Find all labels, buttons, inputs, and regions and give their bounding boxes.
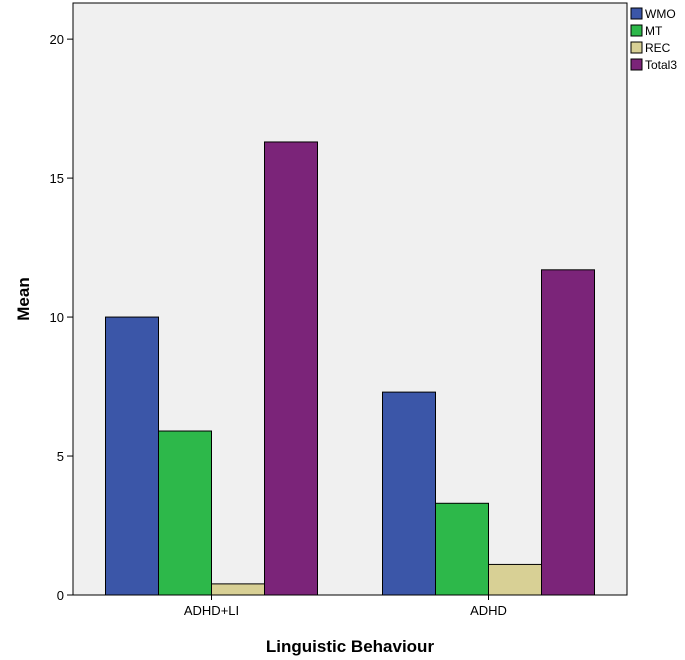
bar-wmo-adhd bbox=[382, 391, 436, 596]
x-tick-label: ADHD+LI bbox=[184, 603, 239, 618]
bar-mt-adhd bbox=[435, 502, 489, 596]
legend-label-total3: Total3 bbox=[645, 58, 677, 72]
x-axis: ADHD+LI ADHD bbox=[184, 595, 507, 618]
legend-swatch-wmo bbox=[630, 7, 643, 20]
legend-label-wmo: WMO bbox=[645, 7, 676, 21]
legend-swatch-rec bbox=[630, 41, 643, 54]
y-tick-label: 5 bbox=[57, 449, 64, 464]
y-tick-label: 15 bbox=[50, 171, 64, 186]
y-axis: 0 5 10 15 20 bbox=[50, 32, 73, 603]
x-tick-label: ADHD bbox=[470, 603, 507, 618]
bar-rec-adhd-li bbox=[211, 583, 265, 596]
legend: WMO MT REC Total3 bbox=[630, 7, 677, 72]
bars-group bbox=[105, 141, 595, 596]
legend-label-mt: MT bbox=[645, 24, 663, 38]
y-tick-label: 0 bbox=[57, 588, 64, 603]
y-axis-title: Mean bbox=[14, 277, 33, 320]
x-axis-title: Linguistic Behaviour bbox=[266, 637, 435, 656]
bar-mt-adhd-li bbox=[158, 430, 212, 596]
bar-total3-adhd-li bbox=[264, 141, 318, 596]
bar-rec-adhd bbox=[488, 563, 542, 596]
y-tick-label: 20 bbox=[50, 32, 64, 47]
legend-swatch-total3 bbox=[630, 58, 643, 71]
legend-label-rec: REC bbox=[645, 41, 671, 55]
bar-total3-adhd bbox=[541, 269, 595, 596]
y-tick-label: 10 bbox=[50, 310, 64, 325]
legend-swatch-mt bbox=[630, 24, 643, 37]
bar-wmo-adhd-li bbox=[105, 316, 159, 596]
